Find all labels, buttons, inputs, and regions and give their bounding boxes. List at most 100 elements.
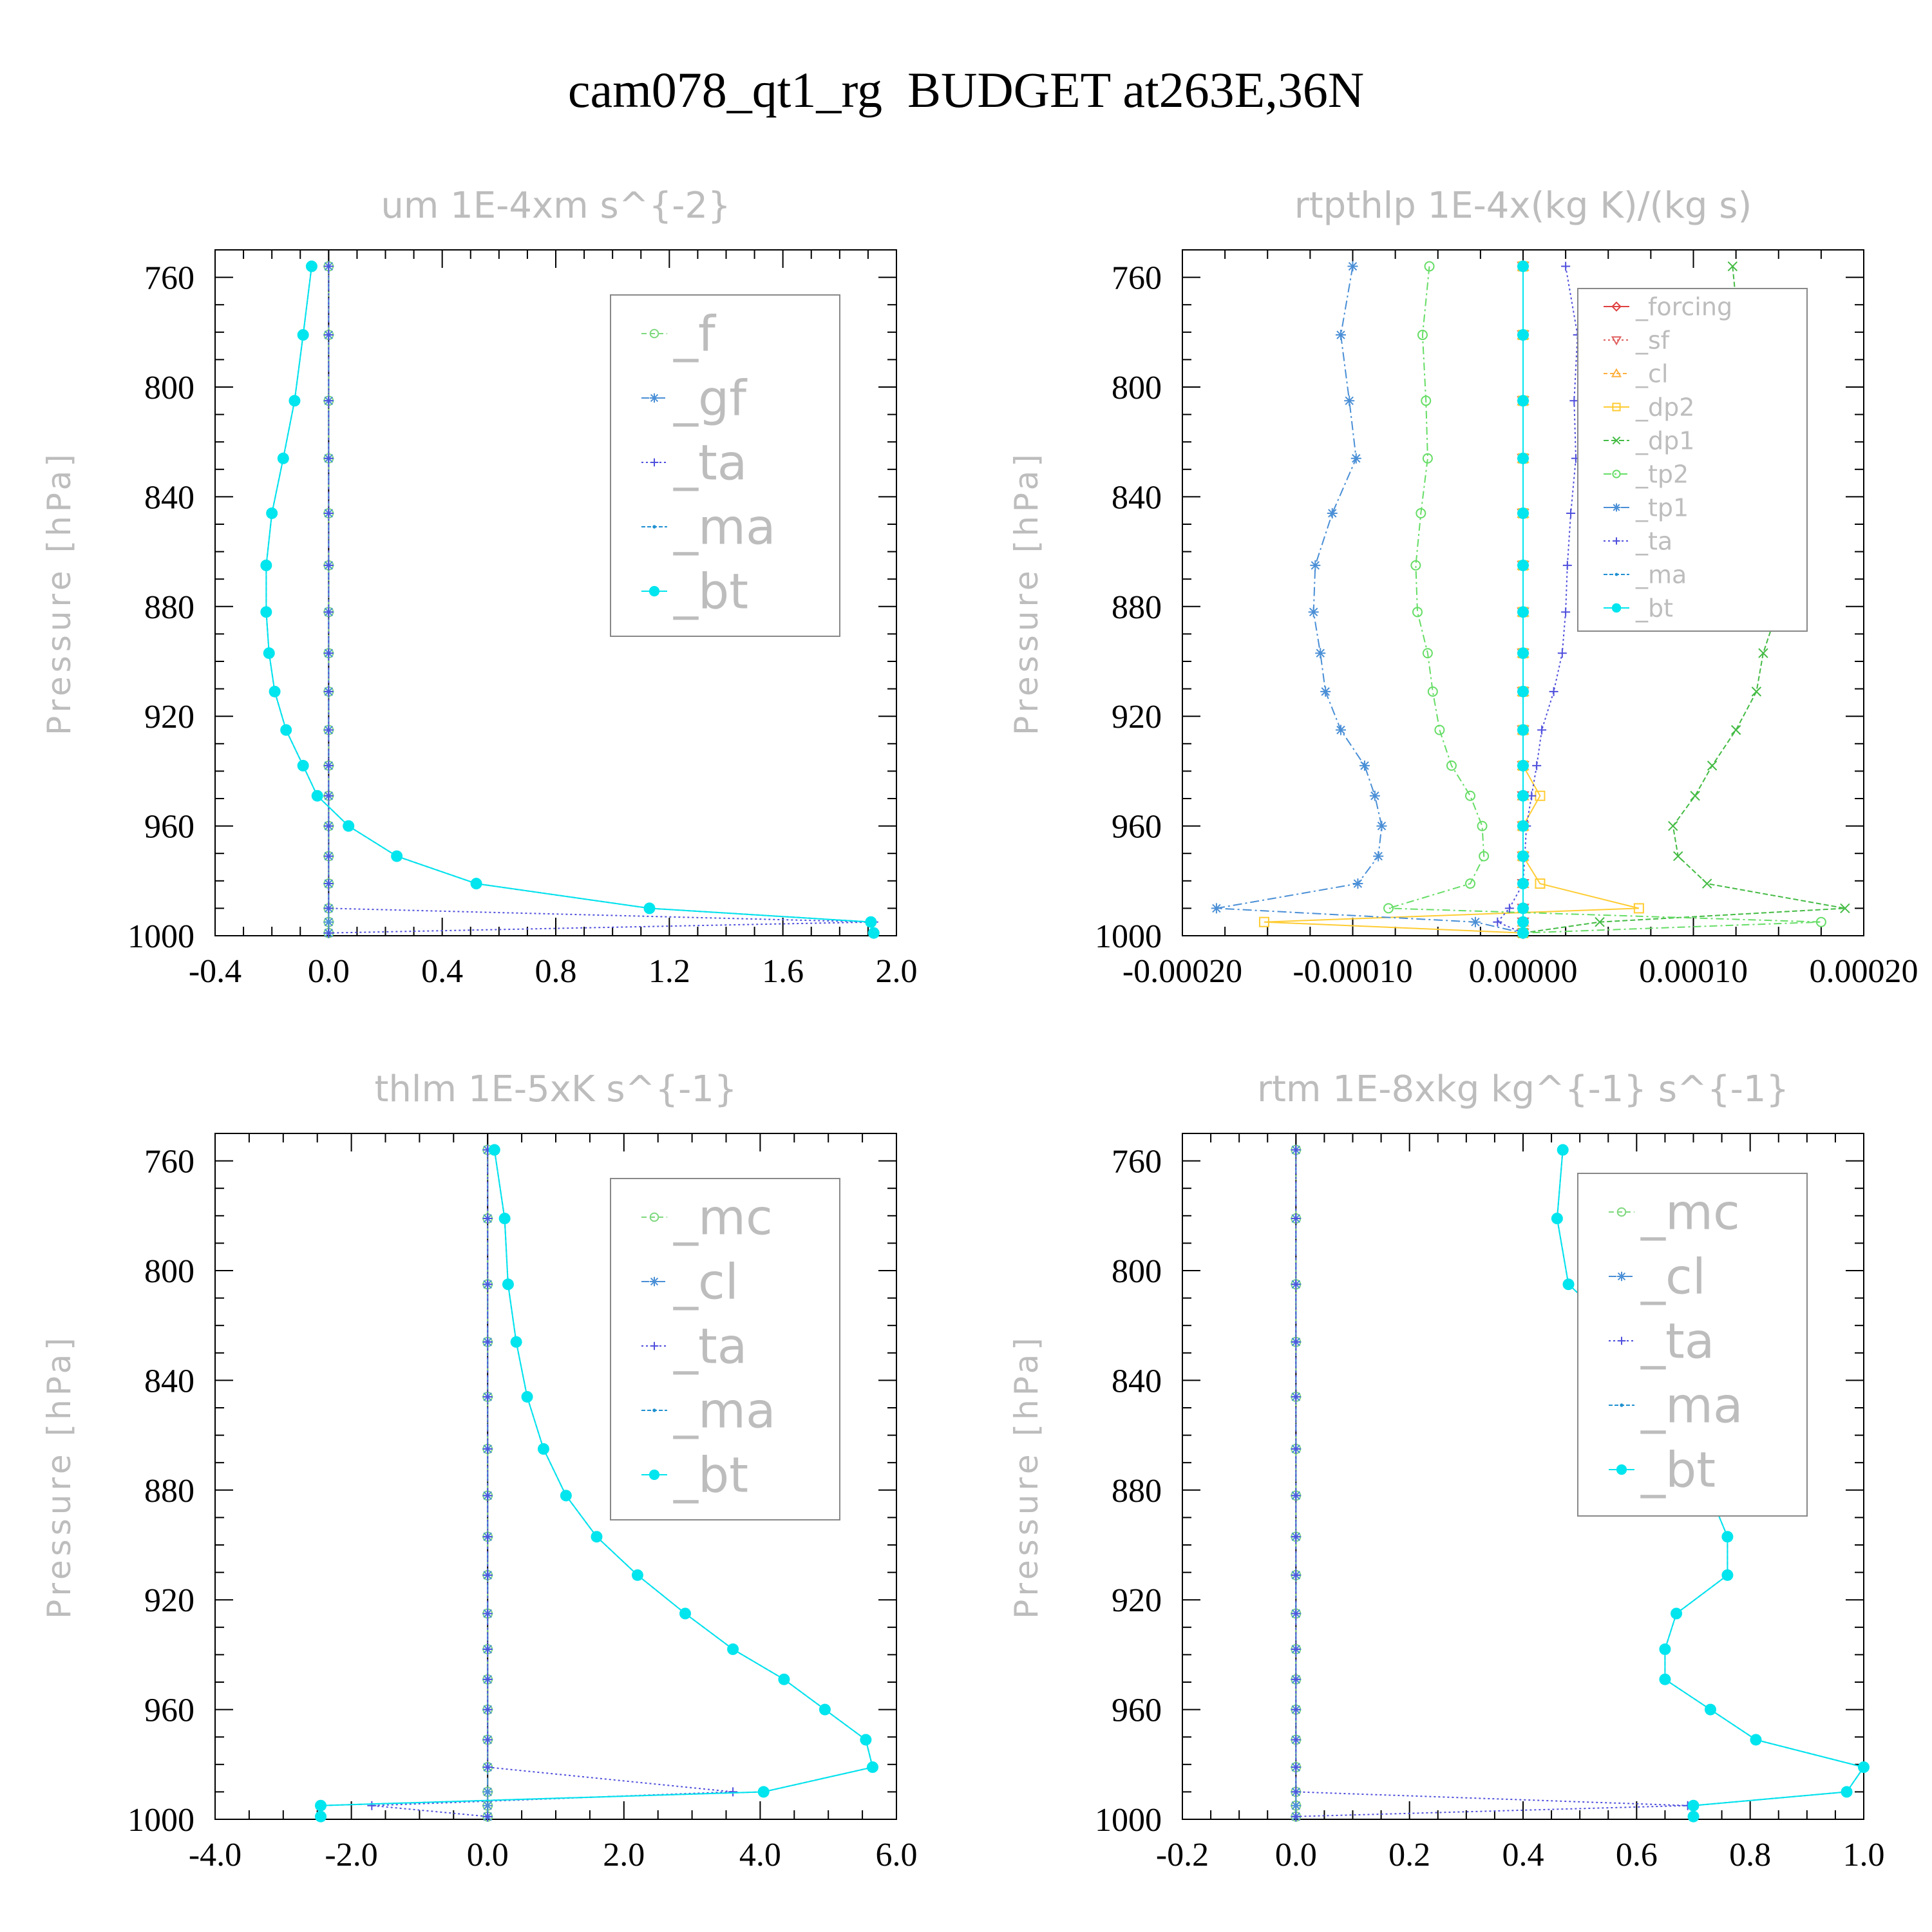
panel-title: um 1E-4xm s^{-2} [381, 185, 730, 227]
data-point [1470, 916, 1481, 927]
x-tick-label: -2.0 [325, 1837, 377, 1873]
panel-rtm: rtm 1E-8xkg kg^{-1} s^{-1} Pressure [hPa]… [1008, 1068, 1885, 1873]
panel-title: thlm 1E-5xK s^{-1} [374, 1068, 737, 1110]
x-tick-label: 0.0 [308, 953, 350, 990]
legend-label: _cl [673, 1253, 739, 1311]
data-point [1668, 820, 1678, 831]
data-point [1344, 395, 1355, 406]
legend-label: _ma [673, 498, 776, 556]
data-point [1517, 759, 1529, 772]
data-point [1727, 261, 1738, 272]
legend-marker [1611, 603, 1622, 613]
data-point [1517, 452, 1529, 464]
legend-marker [650, 458, 659, 467]
y-tick-label: 840 [1112, 1363, 1162, 1399]
data-point [757, 1786, 770, 1798]
legend-marker [1616, 1207, 1627, 1217]
y-tick-label: 920 [1112, 1582, 1162, 1619]
data-point [1427, 686, 1438, 697]
y-axis-label: Pressure [hPa] [41, 1334, 78, 1619]
data-point [867, 927, 880, 939]
data-point [1291, 1491, 1301, 1501]
data-point [311, 790, 323, 802]
x-tick-label: 1.6 [762, 953, 804, 990]
data-point [1291, 1674, 1301, 1684]
data-point [483, 1812, 493, 1821]
data-point [1750, 1734, 1762, 1746]
data-point [323, 916, 334, 927]
data-point [643, 902, 656, 914]
series-ta [324, 261, 878, 938]
data-point [297, 329, 309, 341]
y-tick-label: 760 [144, 1144, 194, 1180]
data-point [1517, 850, 1529, 862]
data-point [521, 1390, 533, 1403]
y-tick-label: 840 [1112, 479, 1162, 516]
data-point [1517, 916, 1529, 928]
data-point [1562, 560, 1572, 570]
data-point [1417, 330, 1428, 341]
y-tick-label: 880 [144, 1473, 194, 1510]
panel-title: rtpthlp 1E-4x(kg K)/(kg s) [1294, 185, 1752, 227]
y-tick-label: 880 [144, 589, 194, 626]
data-point [1562, 1278, 1575, 1291]
series-line [1496, 266, 1578, 934]
x-tick-label: 0.2 [1388, 1837, 1430, 1873]
data-point [1535, 878, 1546, 889]
data-point [1369, 790, 1380, 801]
data-point [1291, 1145, 1301, 1155]
data-point [1308, 607, 1319, 618]
data-point [324, 330, 334, 340]
legend-marker [1615, 573, 1618, 576]
legend-marker [1612, 469, 1621, 478]
data-point [1373, 851, 1384, 862]
legend-label: _cl [1640, 1248, 1706, 1305]
data-point [483, 1214, 493, 1224]
data-point [1291, 1735, 1301, 1745]
data-point [1690, 791, 1700, 801]
data-point [482, 1786, 493, 1797]
legend-marker [1612, 503, 1621, 512]
data-point [1422, 648, 1433, 659]
data-point [266, 507, 278, 519]
y-tick-label: 960 [1112, 809, 1162, 846]
data-point [860, 1734, 872, 1746]
y-tick-label: 880 [1112, 589, 1162, 626]
legend-label: _ta [673, 1318, 747, 1375]
data-point [483, 1609, 493, 1618]
legend-marker [649, 1212, 659, 1222]
y-tick-label: 1000 [128, 918, 194, 955]
data-point [324, 928, 334, 938]
legend-label: _cl [1635, 359, 1668, 388]
data-point [728, 1787, 738, 1797]
data-point [1841, 1786, 1853, 1798]
data-point [1704, 1703, 1716, 1716]
data-point [1327, 507, 1338, 518]
data-point [1537, 725, 1547, 735]
data-point [324, 821, 334, 831]
data-point [1517, 507, 1529, 519]
data-point [483, 1532, 493, 1542]
data-point [1434, 724, 1445, 735]
data-point [483, 1491, 493, 1501]
data-point [324, 453, 334, 463]
legend-label: _f [673, 305, 717, 363]
legend-label: _ta [673, 434, 747, 491]
legend-marker [1616, 1271, 1627, 1282]
legend-marker [1611, 368, 1622, 377]
x-tick-label: -0.4 [189, 953, 242, 990]
data-point [324, 508, 334, 518]
data-point [1517, 724, 1529, 736]
legend-marker [649, 393, 659, 403]
data-point [1352, 878, 1363, 889]
legend-label: _dp1 [1635, 426, 1694, 455]
data-point [1517, 395, 1529, 407]
data-point [367, 1801, 377, 1810]
y-tick-label: 1000 [1095, 918, 1162, 955]
series-line [320, 1150, 874, 1817]
legend-box [1577, 288, 1808, 632]
x-tick-label: 0.8 [1729, 1837, 1771, 1873]
y-tick-label: 960 [144, 1692, 194, 1729]
data-point [1410, 560, 1421, 571]
data-point [1416, 507, 1426, 518]
